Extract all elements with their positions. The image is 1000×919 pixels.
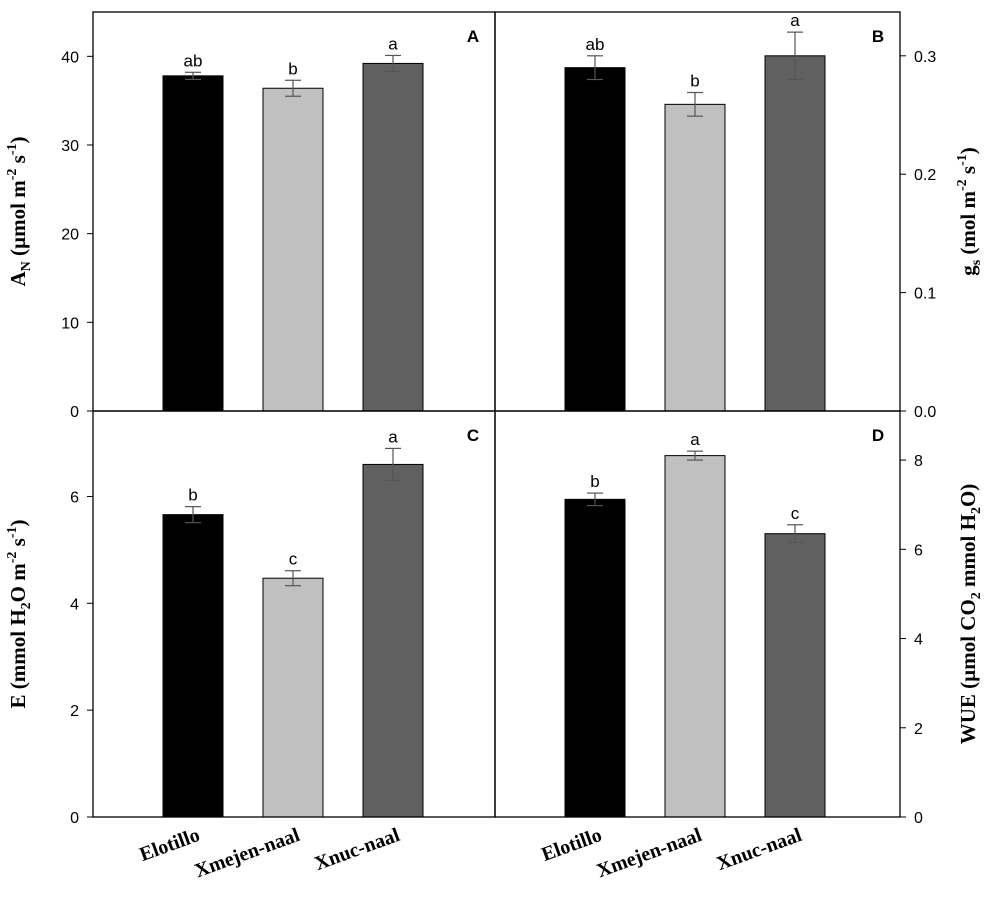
y-tick-label: 0.2 [914,167,936,184]
y-axis-title-part: s [969,259,984,265]
y-axis-title-part: O) [956,484,980,507]
bar-elotillo [162,75,224,412]
y-tick-label: 6 [914,542,923,559]
y-tick-label: 0.3 [914,49,936,66]
y-axis-title-part: -1 [5,526,20,538]
significance-letter: b [690,72,699,91]
y-tick-label: 2 [914,721,923,738]
significance-letter: b [288,59,297,78]
y-axis-title-part: ) [956,147,980,154]
y-axis-title: WUE (µmol CO2 mmol H2O) [956,484,984,745]
bar-xnuc-naal [362,62,424,412]
plot-frame [494,410,901,818]
y-axis-title-part: s [6,155,30,168]
bar-xnuc-naal [362,463,424,818]
y-tick-label: 4 [914,632,923,649]
panel-b: ab b a B 0.0 0.1 0.2 0.3 [564,11,936,421]
y-tick-label: 6 [70,489,79,506]
x-category-label: Elotillo [539,824,605,866]
significance-letter: a [790,11,800,30]
y-axis-title-part: -2 [5,552,20,564]
x-category-label: Xmejen-naal [192,824,303,882]
bar-xmejen-naal [262,577,324,818]
y-axis-title-part: 2 [969,507,984,514]
panel-letter: A [467,27,479,46]
significance-letter: b [188,486,197,505]
y-axis-title-part: WUE (µmol CO [956,599,980,744]
panel-letter: B [872,27,884,46]
y-axis-title-part: mmol H [956,514,980,592]
y-tick-label: 20 [61,227,79,244]
panel-letter: C [467,426,479,445]
bar-xnuc-naal [764,55,826,412]
significance-letter: c [289,550,298,569]
y-axis-title-part: (mol m [956,191,980,260]
y-tick-label: 30 [61,138,79,155]
y-tick-label: 4 [70,596,79,613]
y-axis-title-part: -1 [955,154,970,166]
y-axis-title-part: s [956,166,980,179]
y-axis-title-part: s [6,538,30,551]
y-tick-label: 10 [61,315,79,332]
y-tick-label: 0 [70,810,79,827]
bar-xmejen-naal [664,103,726,412]
y-axis-title-part: (µmol m [6,180,30,261]
y-axis-title-part: E (mmol H [6,609,30,708]
x-category-label: Elotillo [137,824,203,866]
panel-a: ab b a A 0 10 20 30 40 [61,27,479,421]
panel-d: b a c D 0 2 4 6 8 [564,426,923,827]
x-category-label: Xmejen-naal [594,824,705,882]
significance-letter: c [791,504,800,523]
y-axis-title-part: N [19,261,34,271]
y-tick-label: 2 [70,703,79,720]
y-tick-label: 40 [61,49,79,66]
significance-letter: ab [184,51,203,70]
y-tick-label: 0 [70,404,79,421]
y-tick-label: 0.0 [914,404,936,421]
y-axis-title-part: ) [6,137,30,144]
bar-xmejen-naal [262,87,324,412]
bar-xnuc-naal [764,533,826,818]
y-axis-title: E (mmol H2O m-2 s-1) [5,519,34,708]
x-category-label: Xnuc-naal [714,824,805,875]
bar-xmejen-naal [664,455,726,818]
x-category-label: Xnuc-naal [312,824,403,875]
y-axis-title-part: 2 [969,592,984,599]
significance-letter: a [388,34,398,53]
significance-letter: a [388,427,398,446]
y-axis-title-part: ) [6,519,30,526]
y-tick-label: 8 [914,453,923,470]
y-axis-title-part: 2 [19,602,34,609]
bar-elotillo [564,67,626,412]
significance-letter: a [690,430,700,449]
significance-letter: ab [586,35,605,54]
y-axis-title-part: -2 [955,179,970,191]
bar-elotillo [564,498,626,818]
y-axis-title-part: -2 [5,169,20,181]
y-tick-label: 0 [914,810,923,827]
y-axis-title-part: -1 [5,144,20,156]
bar-elotillo [162,514,224,818]
y-axis-title: AN (µmol m-2 s-1) [5,137,34,287]
panel-c: b c a C 0 2 4 6 [70,426,479,827]
y-tick-label: 0.1 [914,286,936,303]
y-axis-title-part: A [6,271,30,287]
y-axis-title-part: O m [6,563,30,603]
y-axis-title-part: g [956,265,980,276]
y-axis-title: gs (mol m-2 s-1) [955,147,984,276]
significance-letter: b [590,472,599,491]
panel-letter: D [872,426,884,445]
